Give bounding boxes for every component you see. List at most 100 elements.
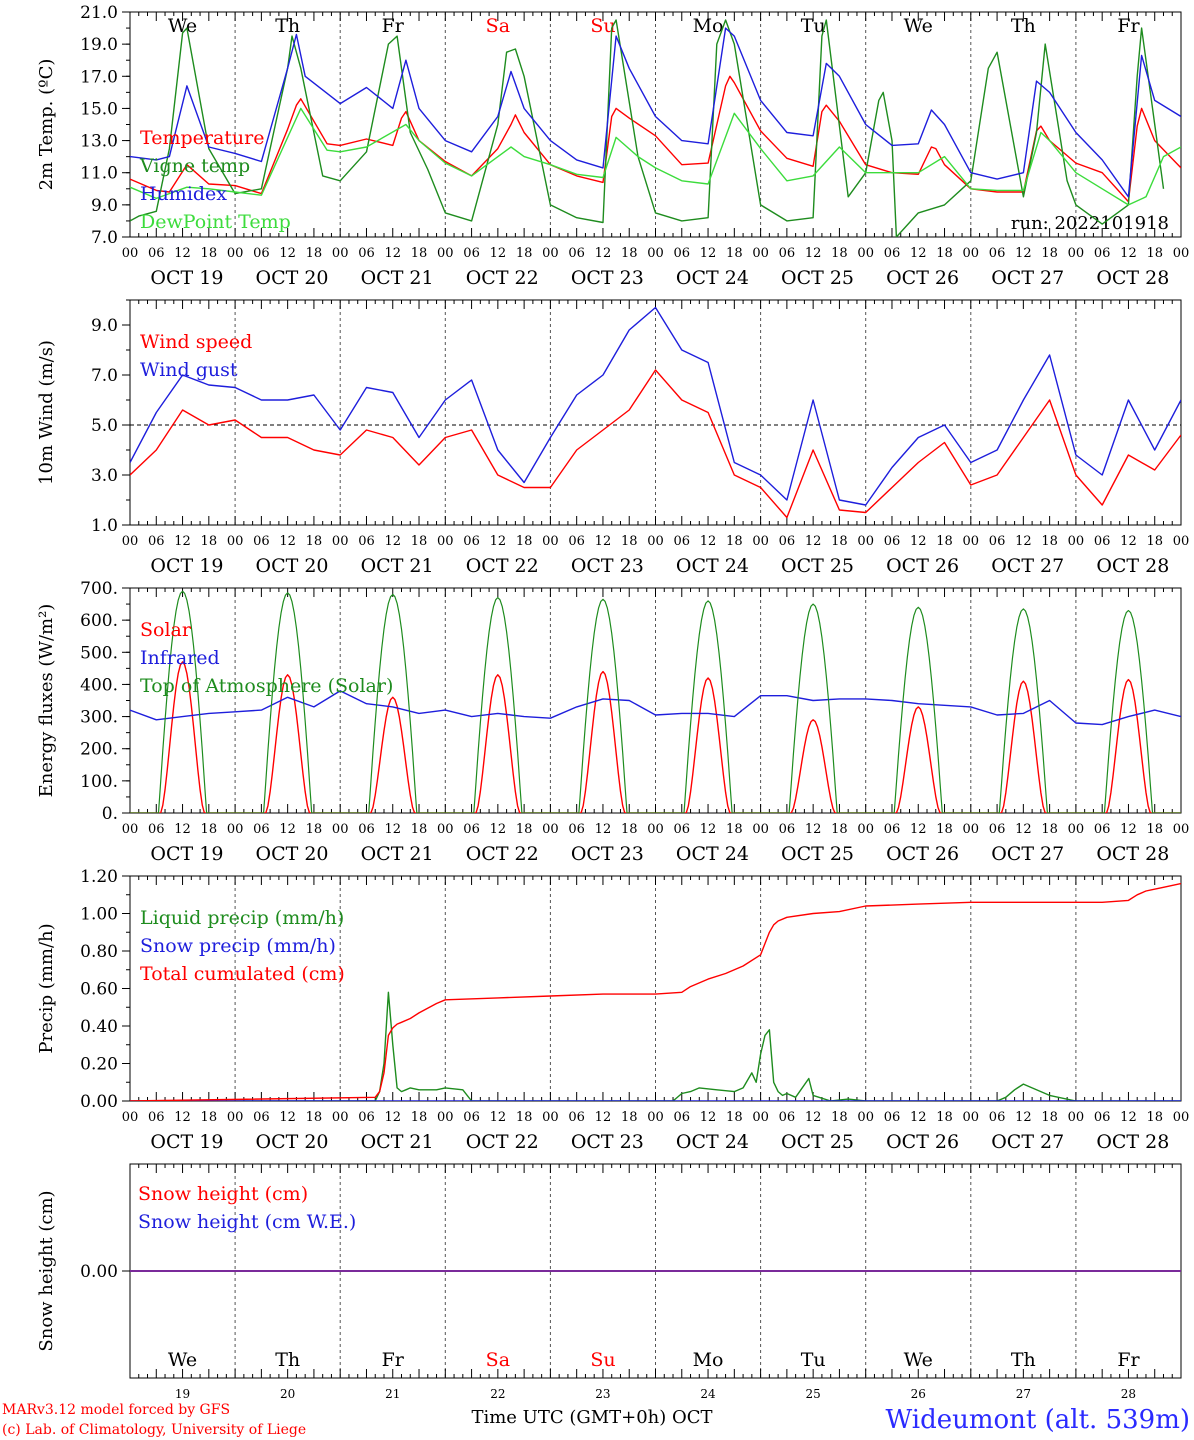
hour-tick-label: 18 [516,822,533,837]
hour-tick-label: 06 [148,534,165,549]
weekday-label: Th [1011,1349,1036,1371]
hour-tick-label: 06 [253,534,270,549]
hour-tick-label: 06 [463,1110,480,1125]
hour-tick-label: 00 [963,246,980,261]
temp-series [130,19,1181,237]
y-tick-label: 11.0 [80,164,118,184]
hour-tick-label: 06 [674,534,691,549]
hour-tick-label: 12 [700,822,717,837]
hour-tick-label: 00 [1173,534,1190,549]
date-label: OCT 21 [361,1131,434,1153]
hour-tick-label: 00 [647,534,664,549]
date-label: OCT 27 [991,843,1064,865]
hour-tick-label: 12 [595,822,612,837]
y-tick-label: 15.0 [80,99,118,119]
date-label: OCT 20 [256,843,329,865]
y-tick-label: 0. [102,804,118,824]
hour-tick-label: 00 [647,246,664,261]
hour-tick-label: 18 [1146,1110,1163,1125]
date-label: OCT 28 [1096,267,1169,289]
panel-precip: 0.00 0.20 0.40 0.60 0.80 1.00 1.20 Precip (mm/h… [36,867,1189,1153]
date-label: OCT 22 [466,843,539,865]
wind-series [130,306,1181,519]
hour-tick-label: 06 [463,822,480,837]
hour-tick-label: 12 [174,534,191,549]
hour-tick-label: 06 [779,1110,796,1125]
date-label: OCT 20 [256,555,329,577]
hour-tick-label: 18 [201,534,218,549]
date-label: OCT 21 [361,555,434,577]
date-label: OCT 23 [571,555,644,577]
hour-tick-label: 06 [148,1110,165,1125]
y-tick-label: 200. [80,740,118,760]
series-line-wind-1 [130,306,1181,506]
hour-tick-label: 06 [253,822,270,837]
date-label: OCT 28 [1096,555,1169,577]
hour-tick-label: 12 [490,246,507,261]
hour-tick-label: 18 [201,246,218,261]
precip-y-axis-label: Precip (mm/h) [36,923,57,1053]
legend-entry: Humidex [140,183,227,205]
hour-tick-label: 00 [122,534,139,549]
y-tick-label: 3.0 [91,466,118,486]
hour-tick-label: 06 [148,822,165,837]
hour-tick-label: 18 [1146,822,1163,837]
weekday-label: We [904,15,933,37]
hour-tick-label: 00 [1068,822,1085,837]
legend-entry: Temperature [140,127,264,149]
hour-tick-label: 06 [568,822,585,837]
hour-tick-label: 06 [463,246,480,261]
hour-tick-label: 12 [490,534,507,549]
y-tick-label: 400. [80,675,118,695]
y-tick-label: 0.20 [80,1055,118,1075]
y-tick-label: 0.40 [80,1017,118,1037]
panel-temp: 7.0 9.0 11.0 13.0 15.0 17.0 19.0 21.0 2m Temp. (… [36,3,1189,289]
y-tick-label: 9.0 [91,196,118,216]
hour-tick-label: 06 [1094,1110,1111,1125]
hour-tick-label: 18 [621,822,638,837]
date-label: OCT 20 [256,1131,329,1153]
hour-tick-label: 06 [989,822,1006,837]
weekday-label: Fr [1117,15,1140,37]
hour-tick-label: 18 [621,534,638,549]
hour-tick-label: 00 [1173,246,1190,261]
day-number-label: 25 [806,1387,821,1401]
hour-tick-label: 00 [752,534,769,549]
legend-entry: Total cumulated (cm) [140,963,345,985]
day-number-label: 20 [280,1387,295,1401]
panel-snow: 0.00 Snow height (cm) We 19 Th 20 Fr 21 Sa 22 Su 23… [36,1163,1182,1401]
hour-tick-label: 12 [279,822,296,837]
hour-tick-label: 00 [647,822,664,837]
y-tick-label: 7.0 [91,366,118,386]
weekday-label: Sa [486,15,510,37]
hour-tick-label: 06 [568,1110,585,1125]
hour-tick-label: 00 [857,246,874,261]
hour-tick-label: 18 [1041,822,1058,837]
hour-tick-label: 12 [700,246,717,261]
station-name: Wideumont (alt. 539m) [886,1405,1190,1435]
hour-tick-label: 12 [910,822,927,837]
hour-tick-label: 12 [910,534,927,549]
hour-tick-label: 00 [542,534,559,549]
y-tick-label: 7.0 [91,228,118,248]
panel-wind: 1.0 3.0 5.0 7.0 9.0 10m Wind (m/s) 00 06 12 18 OCT… [36,299,1190,577]
hour-tick-label: 00 [227,246,244,261]
hour-tick-label: 06 [1094,534,1111,549]
hour-tick-label: 12 [384,1110,401,1125]
weekday-label: Su [590,1349,615,1371]
hour-tick-label: 06 [358,1110,375,1125]
hour-tick-label: 06 [674,246,691,261]
day-number-label: 22 [490,1387,505,1401]
legend-entry: DewPoint Temp [140,211,291,233]
hour-tick-label: 06 [253,246,270,261]
chart-panels: 7.0 9.0 11.0 13.0 15.0 17.0 19.0 21.0 2m Temp. (… [36,3,1189,1401]
date-label: OCT 22 [466,1131,539,1153]
hour-tick-label: 06 [884,534,901,549]
legend-entry: Liquid precip (mm/h) [140,907,344,929]
weekday-label: Fr [382,15,405,37]
hour-tick-label: 18 [516,246,533,261]
y-tick-label: 21.0 [80,3,118,23]
y-tick-label: 0.60 [80,980,118,1000]
date-label: OCT 22 [466,267,539,289]
hour-tick-label: 18 [1146,534,1163,549]
